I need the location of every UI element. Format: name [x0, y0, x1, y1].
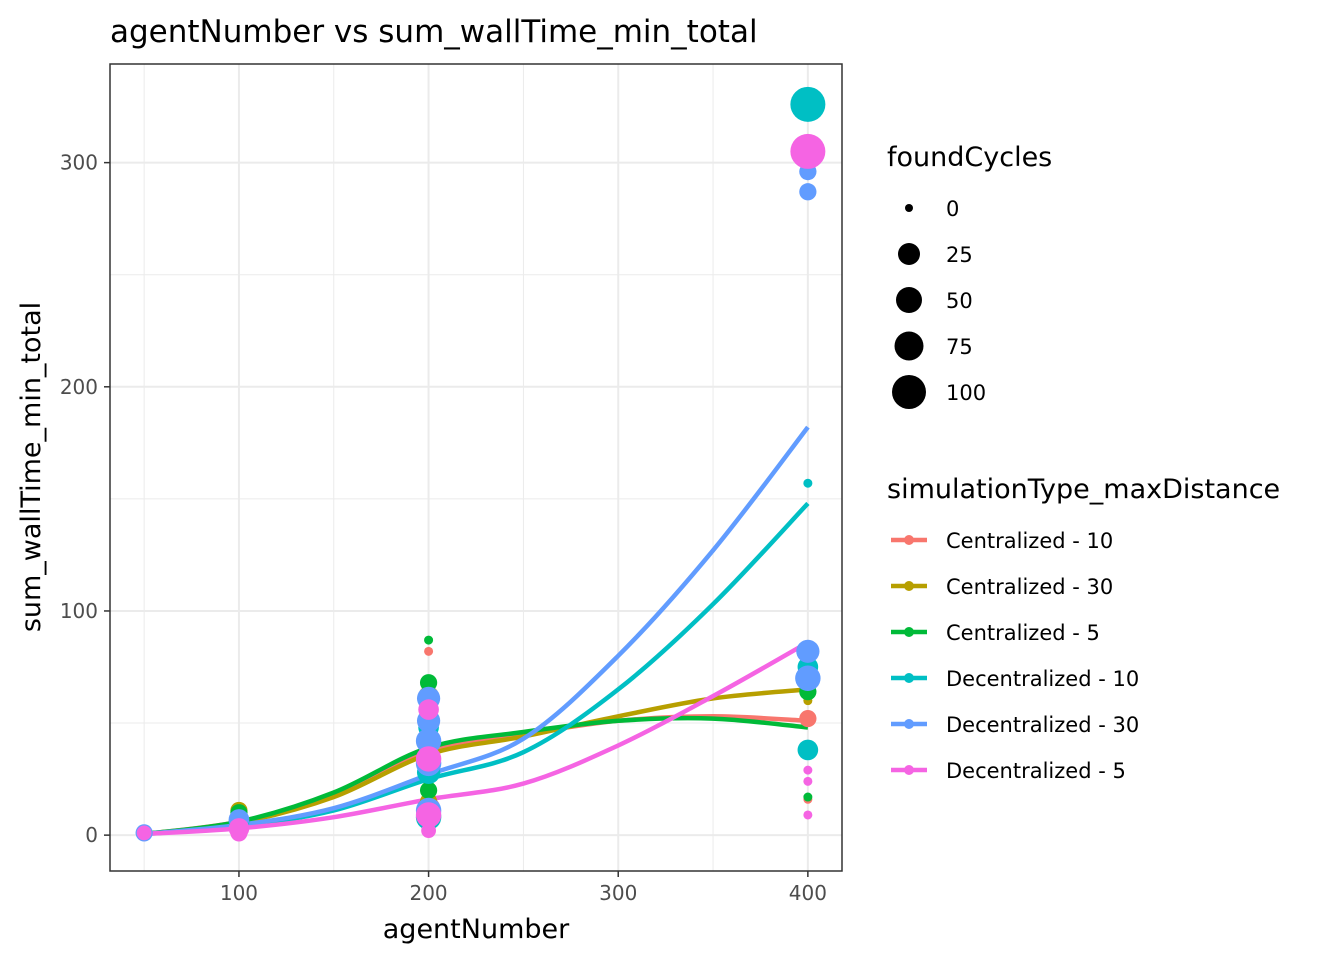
data-point [421, 823, 436, 839]
data-point [803, 776, 813, 786]
data-point [415, 728, 442, 754]
data-point [790, 86, 826, 122]
x-tick-label: 200 [409, 881, 447, 905]
y-axis-title: sum_wallTime_min_total [16, 302, 47, 632]
data-point [799, 183, 817, 201]
data-point [790, 133, 826, 169]
data-point [797, 739, 819, 761]
smooth-lines [143, 425, 810, 837]
x-axis-title: agentNumber [383, 914, 570, 945]
size-legend-key [894, 331, 924, 361]
color-legend-dot [904, 627, 914, 637]
color-legend-label: Decentralized - 30 [946, 713, 1139, 737]
plot-background [110, 64, 842, 871]
smooth-line [143, 715, 809, 837]
y-tick-label: 100 [60, 599, 98, 623]
size-legend-key [898, 243, 920, 265]
size-legend: foundCycles 0 25 50 75 100 [887, 142, 1052, 409]
data-point [803, 792, 813, 802]
data-point [419, 674, 438, 692]
size-legend-key [905, 204, 913, 212]
data-points [135, 86, 826, 842]
data-point [803, 810, 813, 820]
y-tick-label: 0 [85, 823, 98, 847]
color-legend-label: Centralized - 5 [946, 621, 1100, 645]
color-legend-dot [904, 535, 914, 545]
size-legend-label: 25 [946, 243, 973, 267]
y-axis: 0 100 200 300 [60, 151, 110, 847]
data-point [415, 746, 442, 772]
chart-title: agentNumber vs sum_wallTime_min_total [110, 14, 758, 50]
color-legend-dot [904, 719, 914, 729]
size-legend-label: 0 [946, 197, 959, 221]
data-point [796, 639, 820, 663]
color-legend-label: Centralized - 30 [946, 575, 1113, 599]
smooth-line [143, 425, 810, 837]
plot-panel [109, 63, 843, 872]
data-point [415, 802, 442, 828]
size-legend-label: 100 [946, 381, 986, 405]
size-legend-label: 50 [946, 289, 973, 313]
size-legend-title: foundCycles [887, 142, 1052, 173]
color-legend-label: Centralized - 10 [946, 529, 1113, 553]
data-point [803, 478, 813, 488]
color-legend-label: Decentralized - 10 [946, 667, 1139, 691]
color-legend-title: simulationType_maxDistance [887, 474, 1280, 505]
plot-border [109, 63, 843, 872]
size-legend-key [896, 287, 922, 313]
x-tick-label: 100 [220, 881, 258, 905]
data-point [424, 635, 434, 645]
x-tick-label: 400 [789, 881, 827, 905]
color-legend-dot [904, 581, 914, 591]
data-point [799, 709, 817, 728]
data-point [424, 646, 434, 656]
color-legend-label: Decentralized - 5 [946, 759, 1126, 783]
y-tick-label: 300 [60, 151, 98, 175]
x-axis: 100 200 300 400 [220, 871, 827, 905]
color-legend-dot [904, 673, 914, 683]
size-legend-key [892, 375, 926, 409]
data-point [803, 765, 813, 775]
data-point [418, 699, 439, 720]
data-point [136, 825, 152, 841]
y-tick-label: 200 [60, 375, 98, 399]
smooth-line [143, 640, 810, 837]
data-point [230, 824, 248, 842]
data-point [795, 665, 821, 691]
color-legend-dot [904, 765, 914, 775]
x-tick-label: 300 [599, 881, 637, 905]
size-legend-label: 75 [946, 335, 973, 359]
data-point [419, 781, 438, 799]
color-legend: simulationType_maxDistance Centralized -… [887, 474, 1280, 783]
